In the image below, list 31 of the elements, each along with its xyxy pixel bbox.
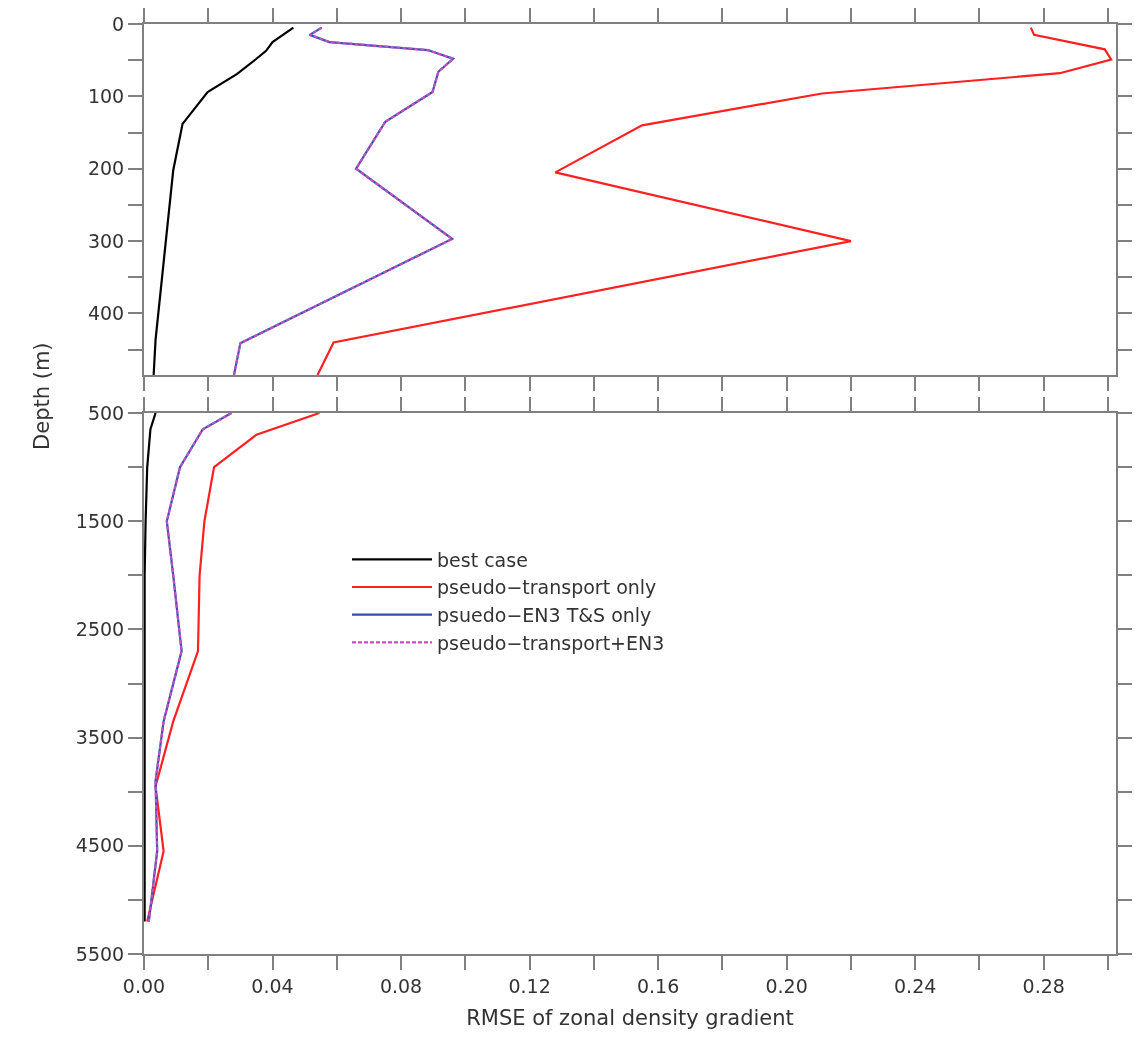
y-tick-label: 200 (87, 157, 125, 180)
y-tick-label: 5500 (75, 942, 125, 965)
x-tick-label: 0.00 (122, 974, 166, 997)
x-tick-label: 0.04 (251, 974, 294, 997)
y-tick-label: 2500 (75, 618, 125, 641)
legend-label: pseudo−transport+EN3 (437, 631, 665, 654)
x-axis-title: RMSE of zonal density gradient (466, 1006, 794, 1031)
y-tick-label: 500 (87, 401, 125, 424)
legend-label: psuedo−EN3 T&S only (437, 604, 652, 627)
x-tick-label: 0.12 (508, 974, 551, 997)
y-tick-label: 1500 (75, 509, 125, 532)
line-series (144, 413, 157, 923)
y-tick-label: 400 (87, 302, 125, 325)
y-tick-label: 4500 (75, 834, 125, 857)
y-tick-label: 100 (87, 85, 125, 108)
y-axis-title: Depth (m) (29, 342, 54, 450)
line-series (146, 413, 321, 923)
y-tick-label: 0 (112, 12, 125, 35)
x-tick-label: 0.24 (894, 974, 937, 997)
legend-label: pseudo−transport only (437, 576, 657, 599)
x-tick-label: 0.16 (636, 974, 680, 997)
x-tick-label: 0.28 (1022, 974, 1065, 997)
y-tick-label: 300 (87, 229, 125, 252)
x-tick-label: 0.20 (765, 974, 808, 997)
line-series (152, 26, 295, 375)
line-series (232, 26, 455, 375)
y-tick-label: 3500 (75, 726, 125, 749)
legend-label: best case (437, 548, 528, 571)
line-series (147, 413, 233, 923)
x-tick-label: 0.08 (379, 974, 423, 997)
line-series (316, 26, 1113, 375)
